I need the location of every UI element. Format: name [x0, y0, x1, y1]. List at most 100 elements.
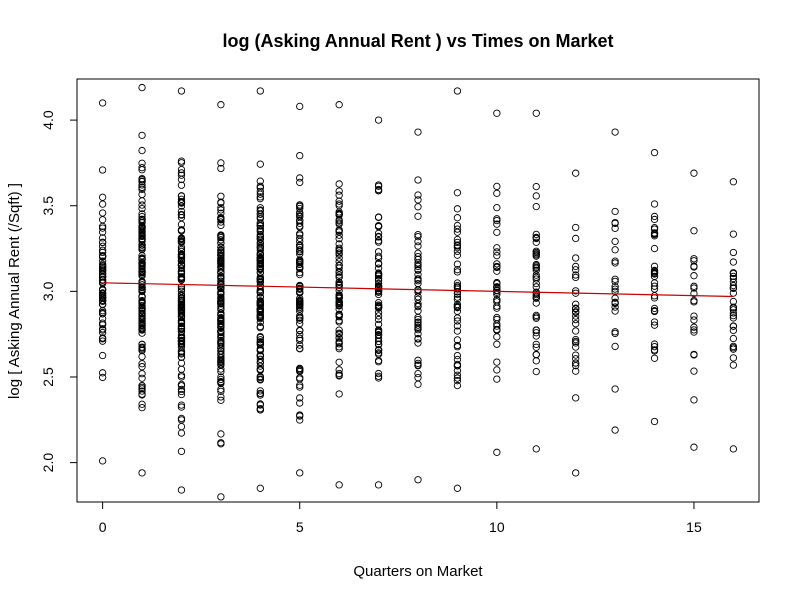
data-point [256, 406, 264, 414]
data-point [256, 387, 264, 395]
data-point [256, 322, 264, 331]
data-point [256, 273, 264, 281]
data-point [414, 270, 422, 279]
data-point [256, 359, 264, 367]
data-points [98, 83, 738, 501]
data-point [217, 367, 225, 376]
data-point [138, 131, 146, 139]
data-point [611, 283, 619, 291]
data-point [256, 177, 264, 185]
data-point [138, 326, 146, 334]
trend-line-group [102, 282, 734, 298]
data-point [414, 361, 422, 369]
data-point [217, 430, 225, 438]
data-point [217, 236, 225, 244]
data-point [611, 246, 619, 254]
data-point [256, 297, 264, 305]
data-point [335, 369, 343, 378]
data-point [217, 377, 225, 386]
data-point [414, 275, 422, 283]
data-point [572, 262, 580, 271]
data-point [532, 109, 540, 117]
data-point [374, 287, 383, 295]
data-point [611, 385, 619, 393]
data-point [98, 234, 107, 242]
data-point [532, 329, 540, 337]
data-point [296, 248, 304, 256]
data-point [98, 224, 107, 232]
data-point [493, 375, 501, 383]
data-point [138, 360, 146, 368]
data-point [177, 197, 186, 206]
data-point [532, 357, 540, 365]
data-point [98, 308, 107, 317]
data-point [453, 251, 462, 259]
data-point [611, 285, 619, 293]
data-point [453, 374, 462, 382]
data-point [414, 476, 422, 484]
data-point [98, 216, 107, 224]
data-point [177, 414, 186, 423]
data-point [217, 319, 225, 327]
data-point [138, 329, 146, 337]
data-point [217, 268, 225, 276]
data-point [296, 243, 304, 251]
y-tick-label: 2.0 [40, 453, 56, 473]
data-point [296, 344, 304, 353]
data-point [98, 321, 107, 329]
data-point [217, 327, 225, 335]
data-point [493, 252, 501, 260]
data-point [453, 189, 462, 197]
data-point [729, 258, 738, 266]
data-point [217, 297, 225, 306]
data-point [256, 318, 264, 327]
data-point [177, 324, 186, 332]
trend-line [102, 282, 734, 298]
data-point [138, 219, 146, 227]
data-point [138, 267, 146, 275]
data-point [256, 215, 264, 223]
data-point [138, 309, 146, 317]
data-point [177, 211, 186, 219]
data-point [493, 182, 501, 191]
data-point [256, 315, 264, 323]
y-tick-label: 4.0 [40, 110, 56, 130]
data-point [296, 394, 304, 402]
data-point [572, 335, 580, 344]
data-point [650, 266, 659, 275]
data-point [296, 336, 304, 345]
data-point [611, 128, 619, 136]
data-point [296, 399, 304, 407]
data-point [453, 327, 462, 335]
data-point [296, 174, 304, 182]
data-point [256, 260, 264, 269]
data-point [650, 304, 659, 313]
data-point [256, 193, 264, 201]
data-point [98, 286, 107, 294]
data-point [414, 380, 422, 388]
data-point [611, 207, 619, 216]
data-point [98, 373, 107, 382]
data-point [453, 322, 462, 330]
data-point [493, 216, 501, 225]
data-point [177, 309, 186, 317]
data-point [532, 238, 540, 246]
data-point [453, 87, 462, 95]
data-point [217, 375, 225, 384]
data-point [177, 252, 186, 260]
data-point [296, 330, 304, 339]
data-point [374, 272, 383, 280]
data-point [493, 189, 501, 197]
data-point [453, 381, 462, 390]
data-point [138, 344, 146, 352]
data-point [217, 333, 225, 341]
data-point [493, 109, 501, 117]
data-point [138, 363, 146, 371]
data-point [729, 314, 738, 322]
data-point [572, 266, 580, 274]
data-point [296, 151, 304, 160]
data-point [611, 219, 619, 228]
data-point [217, 387, 225, 395]
data-point [374, 233, 383, 241]
data-point [217, 232, 225, 240]
